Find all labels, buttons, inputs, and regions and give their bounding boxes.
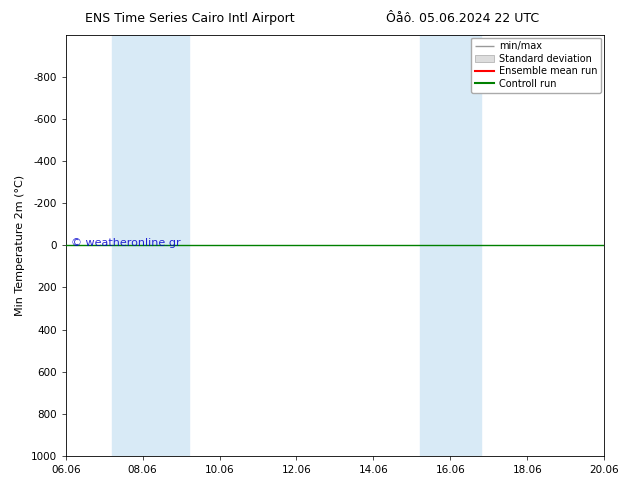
Bar xyxy=(112,35,189,456)
Legend: min/max, Standard deviation, Ensemble mean run, Controll run: min/max, Standard deviation, Ensemble me… xyxy=(470,38,601,93)
Text: Ôåô. 05.06.2024 22 UTC: Ôåô. 05.06.2024 22 UTC xyxy=(386,12,540,25)
Text: ENS Time Series Cairo Intl Airport: ENS Time Series Cairo Intl Airport xyxy=(86,12,295,25)
Y-axis label: Min Temperature 2m (°C): Min Temperature 2m (°C) xyxy=(15,175,25,316)
Text: © weatheronline.gr: © weatheronline.gr xyxy=(71,238,181,248)
Bar xyxy=(420,35,481,456)
